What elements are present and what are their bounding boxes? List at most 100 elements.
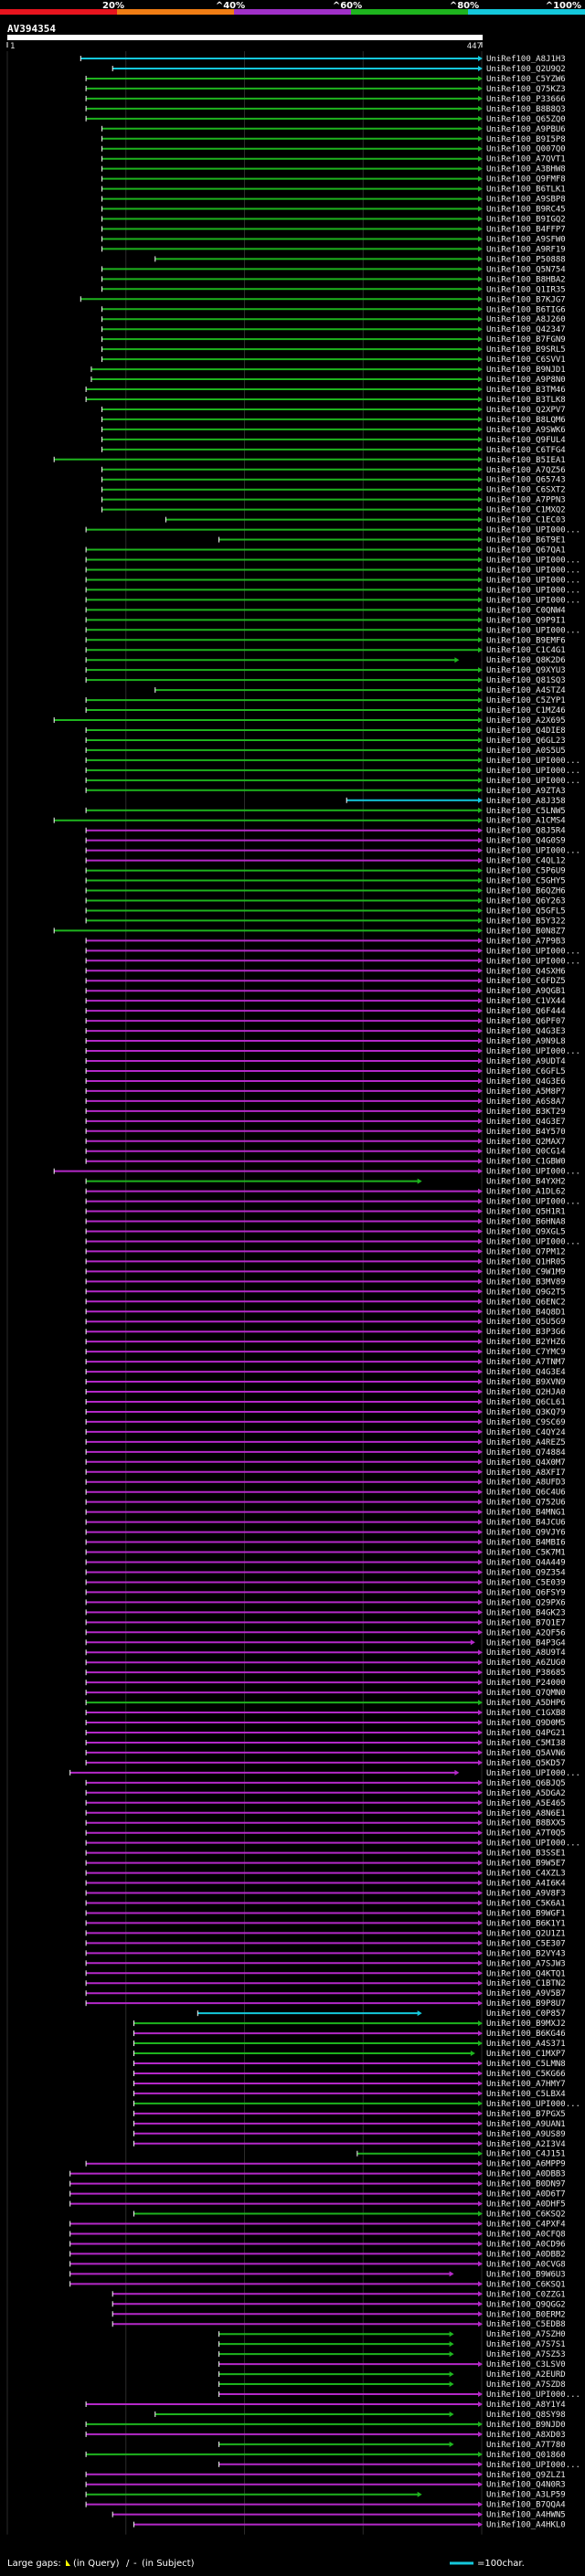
hit-row[interactable]: UniRef100_Q65ZQ0	[85, 115, 566, 124]
hit-label[interactable]: UniRef100_C5ZYP1	[486, 696, 566, 705]
hit-label[interactable]: UniRef100_UPI000...	[486, 1839, 580, 1849]
hit-label[interactable]: UniRef100_Q9D0M5	[486, 1719, 566, 1728]
hit-label[interactable]: UniRef100_A6MPP9	[486, 2160, 566, 2169]
hit-row[interactable]: UniRef100_Q4X0M7	[85, 1458, 566, 1468]
hit-label[interactable]: UniRef100_A7T0Q5	[486, 1829, 566, 1839]
hit-row[interactable]: UniRef100_Q1HR05	[85, 1257, 566, 1267]
hit-label[interactable]: UniRef100_Q65743	[486, 476, 566, 485]
hit-label[interactable]: UniRef100_A0S5U5	[486, 747, 566, 756]
hit-row[interactable]: UniRef100_B2VY43	[85, 1949, 566, 1958]
hit-row[interactable]: UniRef100_B8HBA2	[101, 275, 566, 284]
hit-row[interactable]: UniRef100_UPI000...	[85, 586, 580, 595]
hit-row[interactable]: UniRef100_C5ZYP1	[85, 696, 566, 705]
hit-row[interactable]: UniRef100_A5M8P7	[85, 1087, 566, 1097]
hit-label[interactable]: UniRef100_A8U9T4	[486, 1648, 566, 1658]
hit-label[interactable]: UniRef100_A4I6K4	[486, 1880, 566, 1889]
hit-label[interactable]: UniRef100_B9W6U3	[486, 2270, 566, 2279]
hit-label[interactable]: UniRef100_C9SC69	[486, 1418, 566, 1427]
hit-label[interactable]: UniRef100_Q4KTQ1	[486, 1969, 566, 1978]
hit-row[interactable]: UniRef100_A9US89	[133, 2130, 566, 2139]
hit-label[interactable]: UniRef100_Q4SXH6	[486, 967, 566, 976]
hit-row[interactable]: UniRef100_B6HNA8	[85, 1218, 566, 1227]
hit-row[interactable]: UniRef100_UPI000...	[218, 2390, 580, 2400]
hit-label[interactable]: UniRef100_Q67QA1	[486, 546, 566, 556]
hit-label[interactable]: UniRef100_Q2XPV7	[486, 406, 566, 415]
hit-label[interactable]: UniRef100_UPI000...	[486, 1198, 580, 1207]
hit-label[interactable]: UniRef100_B2VY43	[486, 1949, 566, 1958]
hit-label[interactable]: UniRef100_A9QGB1	[486, 987, 566, 996]
hit-label[interactable]: UniRef100_B6TIG6	[486, 305, 566, 314]
hit-label[interactable]: UniRef100_C5LMN8	[486, 2060, 566, 2069]
hit-label[interactable]: UniRef100_P50888	[486, 255, 566, 264]
hit-label[interactable]: UniRef100_Q6ENC2	[486, 1298, 566, 1307]
hit-row[interactable]: UniRef100_Q1IR35	[101, 285, 566, 294]
hit-label[interactable]: UniRef100_UPI000...	[486, 947, 580, 956]
hit-row[interactable]: UniRef100_Q6C4U6	[85, 1489, 566, 1498]
hit-row[interactable]: UniRef100_C4QY24	[85, 1428, 566, 1437]
hit-label[interactable]: UniRef100_A2QF56	[486, 1628, 566, 1638]
hit-label[interactable]: UniRef100_Q42347	[486, 325, 566, 334]
hit-label[interactable]: UniRef100_A7SZH0	[486, 2330, 566, 2339]
hit-label[interactable]: UniRef100_Q7PM12	[486, 1247, 566, 1256]
hit-row[interactable]: UniRef100_Q8J5R4	[85, 827, 566, 836]
hit-label[interactable]: UniRef100_C7YMC9	[486, 1348, 566, 1357]
hit-row[interactable]: UniRef100_C9SC69	[85, 1418, 566, 1427]
hit-label[interactable]: UniRef100_B9MXJ2	[486, 2019, 566, 2029]
hit-row[interactable]: UniRef100_Q9P9I1	[85, 616, 566, 625]
hit-label[interactable]: UniRef100_B4P3G4	[486, 1638, 566, 1648]
hit-row[interactable]: UniRef100_A0DHF5	[69, 2200, 566, 2210]
hit-label[interactable]: UniRef100_B7FGN9	[486, 335, 566, 345]
hit-label[interactable]: UniRef100_A9US89	[486, 2130, 566, 2139]
hit-row[interactable]: UniRef100_Q6GL23	[85, 737, 566, 746]
hit-row[interactable]: UniRef100_Q4SXH6	[85, 967, 566, 976]
hit-row[interactable]: UniRef100_A9V8F3	[85, 1890, 566, 1899]
hit-row[interactable]: UniRef100_B3P3G6	[85, 1328, 566, 1337]
hit-row[interactable]: UniRef100_B6K1Y1	[85, 1919, 566, 1928]
hit-label[interactable]: UniRef100_B4Y570	[486, 1128, 566, 1137]
hit-label[interactable]: UniRef100_C5K6A1	[486, 1899, 566, 1908]
hit-row[interactable]: UniRef100_Q4G3E3	[85, 1027, 566, 1036]
hit-row[interactable]: UniRef100_Q65743	[101, 476, 566, 485]
hit-row[interactable]: UniRef100_A8U9T4	[85, 1648, 566, 1658]
hit-row[interactable]: UniRef100_B4MNG1	[85, 1509, 566, 1518]
hit-row[interactable]: UniRef100_UPI000...	[53, 1168, 580, 1177]
hit-row[interactable]: UniRef100_Q4G3E4	[85, 1368, 566, 1377]
hit-row[interactable]: UniRef100_A2I3V4	[133, 2140, 566, 2149]
hit-row[interactable]: UniRef100_A9ZTA3	[85, 787, 566, 796]
hit-label[interactable]: UniRef100_A9P8N0	[486, 376, 566, 385]
hit-label[interactable]: UniRef100_UPI000...	[486, 557, 580, 566]
hit-label[interactable]: UniRef100_B4FFP7	[486, 225, 566, 234]
hit-label[interactable]: UniRef100_B3MV89	[486, 1277, 566, 1287]
hit-label[interactable]: UniRef100_C5MI38	[486, 1739, 566, 1748]
hit-label[interactable]: UniRef100_P38685	[486, 1669, 566, 1678]
hit-label[interactable]: UniRef100_A0DBB3	[486, 2170, 566, 2179]
hit-row[interactable]: UniRef100_B4YXH2	[85, 1178, 566, 1187]
hit-label[interactable]: UniRef100_C5K7M1	[486, 1549, 566, 1558]
hit-row[interactable]: UniRef100_A4REZ5	[85, 1438, 566, 1447]
hit-label[interactable]: UniRef100_A7QZ56	[486, 466, 566, 475]
hit-row[interactable]: UniRef100_C5EDB8	[112, 2320, 566, 2329]
hit-row[interactable]: UniRef100_A9SWK6	[101, 426, 566, 435]
hit-row[interactable]: UniRef100_Q9G2T5	[85, 1288, 566, 1297]
hit-label[interactable]: UniRef100_B9W5E7	[486, 1860, 566, 1869]
hit-label[interactable]: UniRef100_A3LP59	[486, 2491, 566, 2500]
hit-row[interactable]: UniRef100_A5DHP6	[85, 1699, 566, 1708]
hit-row[interactable]: UniRef100_B6TIG6	[101, 305, 566, 314]
hit-label[interactable]: UniRef100_UPI000...	[486, 2461, 580, 2470]
hit-label[interactable]: UniRef100_B2YHZ6	[486, 1338, 566, 1347]
hit-label[interactable]: UniRef100_A9PBU6	[486, 125, 566, 134]
hit-label[interactable]: UniRef100_UPI000...	[486, 2390, 580, 2400]
hit-label[interactable]: UniRef100_B5Y322	[486, 917, 566, 926]
hit-label[interactable]: UniRef100_B3TLK8	[486, 396, 566, 405]
hit-row[interactable]: UniRef100_A8XD03	[85, 2431, 566, 2440]
hit-label[interactable]: UniRef100_A4STZ4	[486, 686, 566, 695]
hit-row[interactable]: UniRef100_A3BHW8	[101, 165, 566, 175]
hit-label[interactable]: UniRef100_B9RC45	[486, 206, 566, 215]
hit-row[interactable]: UniRef100_Q6BJQ5	[85, 1779, 566, 1788]
hit-row[interactable]: UniRef100_UPI000...	[85, 847, 580, 856]
hit-row[interactable]: UniRef100_A0S5U5	[85, 747, 566, 756]
hit-row[interactable]: UniRef100_UPI000...	[218, 2461, 580, 2470]
hit-label[interactable]: UniRef100_P33666	[486, 95, 566, 104]
hit-label[interactable]: UniRef100_A5DHP6	[486, 1699, 566, 1708]
hit-row[interactable]: UniRef100_UPI000...	[69, 1769, 580, 1778]
